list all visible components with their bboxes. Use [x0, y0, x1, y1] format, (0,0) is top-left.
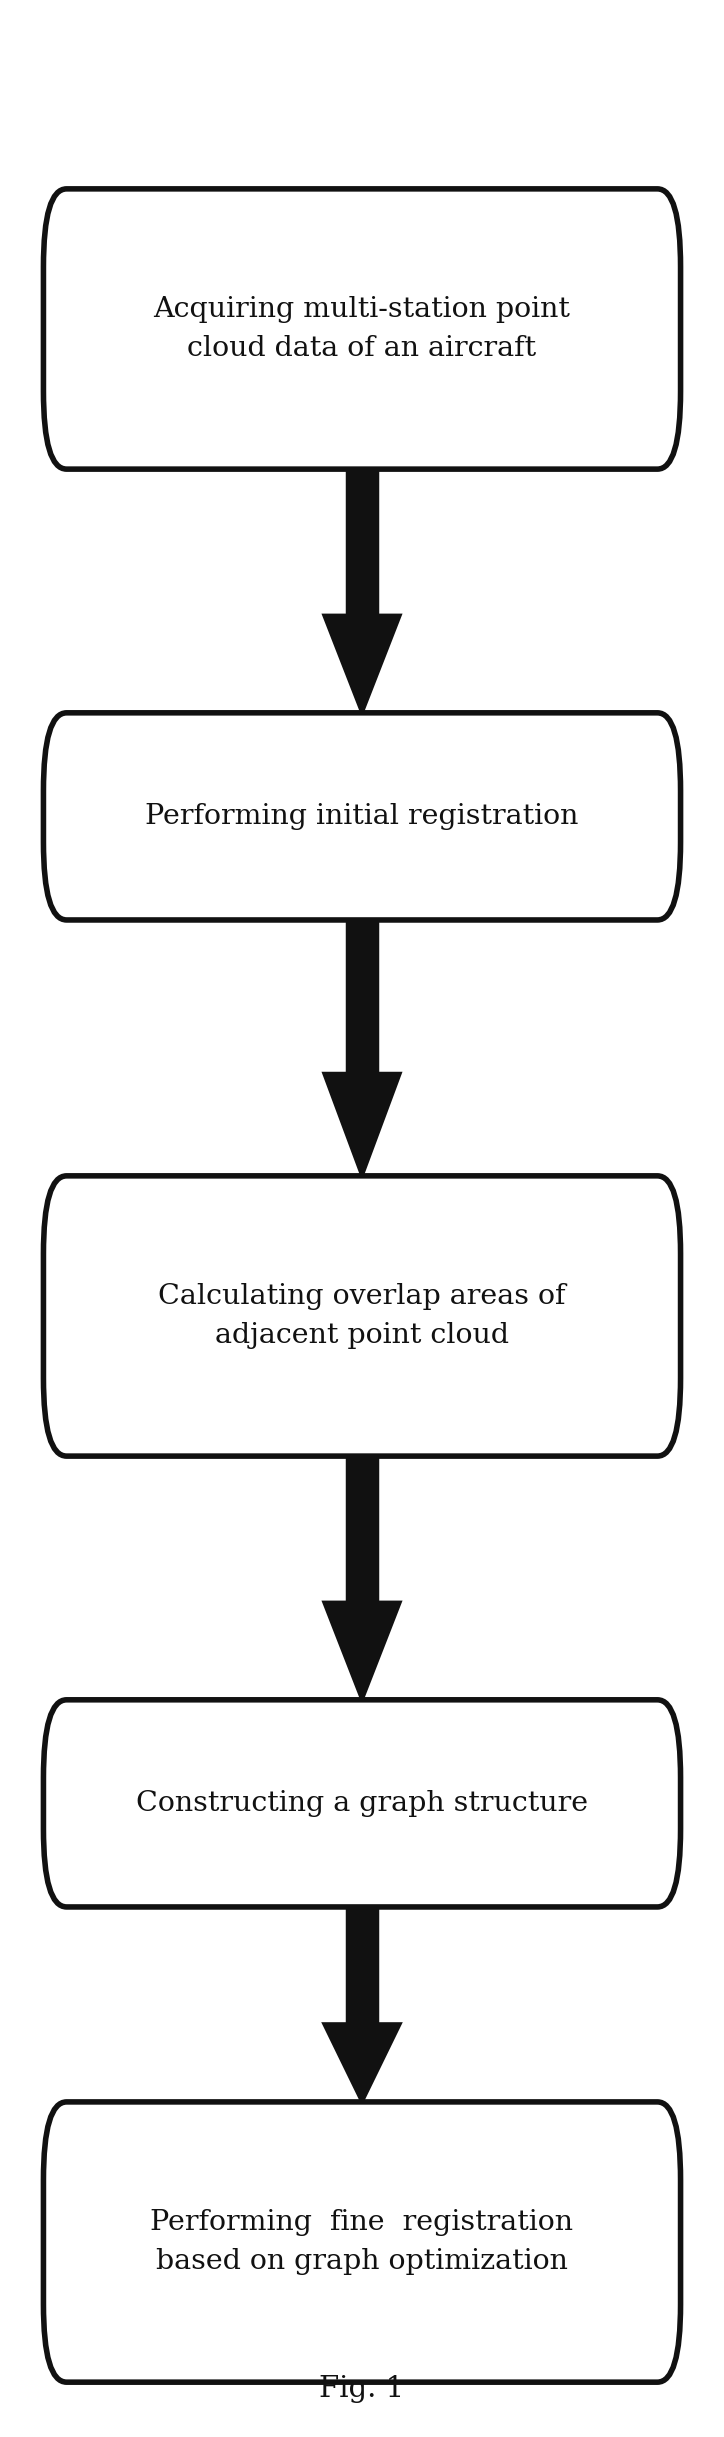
Text: Acquiring multi-station point
cloud data of an aircraft: Acquiring multi-station point cloud data… — [153, 297, 571, 361]
Text: Performing initial registration: Performing initial registration — [146, 802, 578, 831]
FancyBboxPatch shape — [43, 188, 681, 468]
Polygon shape — [324, 1604, 400, 1701]
Text: Calculating overlap areas of
adjacent point cloud: Calculating overlap areas of adjacent po… — [159, 1284, 565, 1348]
FancyBboxPatch shape — [43, 1175, 681, 1455]
Polygon shape — [347, 468, 377, 617]
Text: Constructing a graph structure: Constructing a graph structure — [136, 1789, 588, 1818]
Polygon shape — [347, 1455, 377, 1604]
Polygon shape — [324, 2023, 400, 2101]
FancyBboxPatch shape — [43, 712, 681, 921]
Polygon shape — [347, 1906, 377, 2023]
FancyBboxPatch shape — [43, 2101, 681, 2383]
Polygon shape — [347, 921, 377, 1072]
FancyBboxPatch shape — [43, 1701, 681, 1906]
Polygon shape — [324, 1072, 400, 1175]
Text: Fig. 1: Fig. 1 — [319, 2376, 405, 2403]
Text: Performing  fine  registration
based on graph optimization: Performing fine registration based on gr… — [151, 2210, 573, 2274]
Polygon shape — [324, 617, 400, 712]
